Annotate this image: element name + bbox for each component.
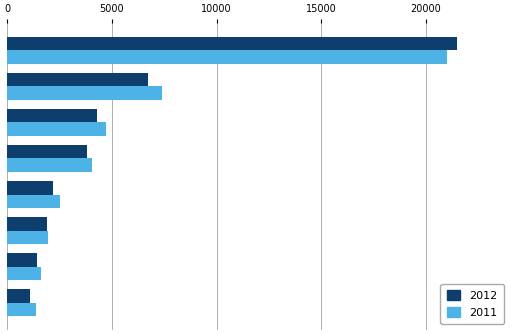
- Bar: [7, 50, 447, 64]
- Bar: [7, 194, 60, 208]
- Bar: [7, 145, 87, 158]
- Bar: [7, 230, 48, 244]
- Bar: [7, 253, 36, 267]
- Bar: [7, 158, 92, 172]
- Bar: [7, 72, 148, 86]
- Bar: [7, 289, 30, 303]
- Bar: [7, 109, 97, 122]
- Bar: [7, 122, 106, 136]
- Bar: [7, 267, 41, 281]
- Bar: [7, 86, 162, 100]
- Bar: [7, 217, 47, 230]
- Bar: [7, 36, 457, 50]
- Bar: [7, 181, 53, 194]
- Bar: [7, 303, 35, 317]
- Legend: 2012, 2011: 2012, 2011: [440, 284, 504, 324]
